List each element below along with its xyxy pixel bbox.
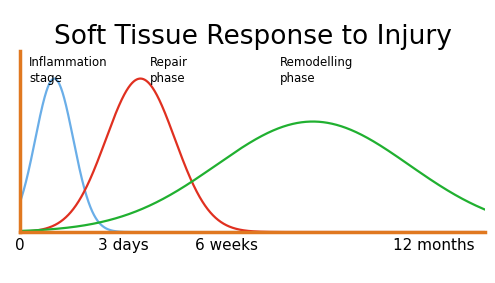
Text: Inflammation
stage: Inflammation stage: [29, 56, 108, 85]
Title: Soft Tissue Response to Injury: Soft Tissue Response to Injury: [53, 24, 451, 50]
Text: Remodelling
phase: Remodelling phase: [280, 56, 354, 85]
Text: Repair
phase: Repair phase: [150, 56, 188, 85]
